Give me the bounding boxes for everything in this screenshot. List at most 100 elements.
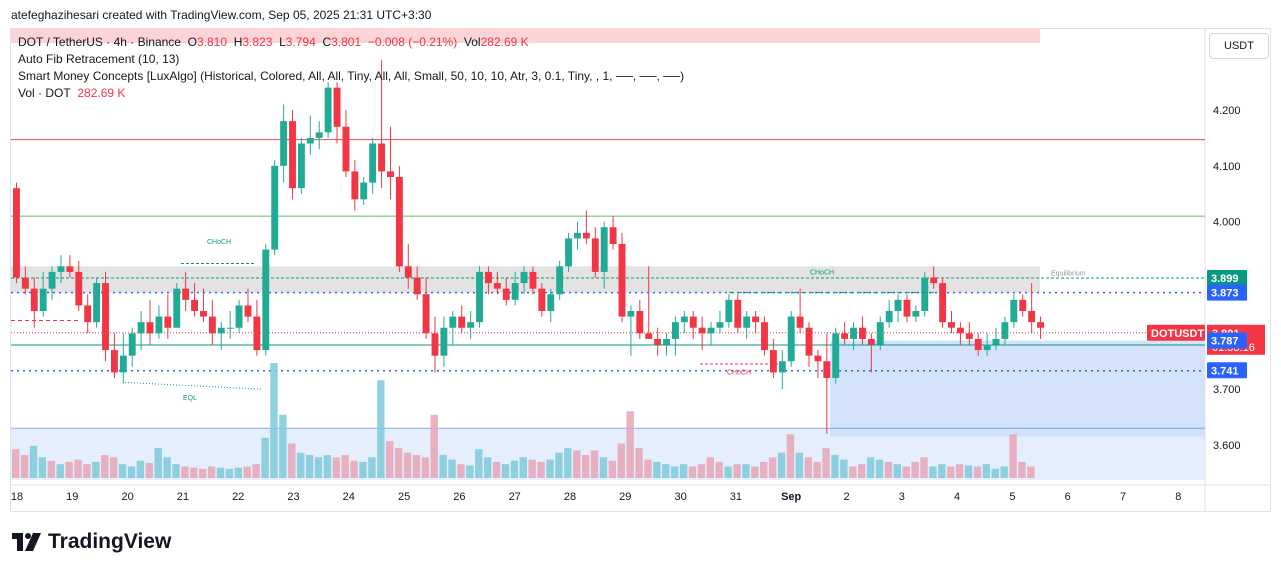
volume-bar — [715, 461, 723, 478]
candle-body — [894, 299, 902, 311]
volume-bar — [92, 461, 100, 478]
volume-bar — [109, 457, 118, 478]
candle-body — [413, 277, 421, 295]
x-tick-label: 6 — [1065, 491, 1071, 503]
candle-body — [458, 316, 466, 328]
credit-line: atefeghazihesari created with TradingVie… — [11, 8, 432, 22]
volume-bar — [1000, 466, 1008, 478]
volume-bar — [368, 457, 376, 478]
low-label: L — [279, 35, 286, 49]
candle-body — [110, 350, 118, 373]
candle-body — [707, 327, 715, 334]
x-tick-label: 29 — [619, 491, 631, 503]
candle-body — [84, 305, 92, 323]
volume-bar — [29, 445, 38, 478]
candle-body — [297, 143, 305, 189]
indicator-fib[interactable]: Auto Fib Retracement (10, 13) — [18, 52, 180, 66]
volume-bar — [332, 457, 340, 478]
candle-body — [520, 271, 528, 284]
candle-body — [1028, 311, 1036, 323]
candle-body — [217, 327, 225, 334]
x-tick-label: 27 — [509, 491, 521, 503]
volume-bar — [768, 457, 777, 478]
candle-body — [449, 316, 457, 328]
volume-bar — [920, 457, 928, 478]
candle-body — [529, 271, 537, 289]
candle-body — [342, 126, 350, 172]
candle-body — [814, 355, 822, 362]
candle-body — [146, 322, 154, 334]
volume-bar — [270, 363, 278, 478]
symbol-row[interactable]: DOT / TetherUS · 4h · Binance O3.810 H3.… — [18, 34, 684, 51]
low-value: 3.794 — [285, 35, 316, 49]
currency-button[interactable]: USDT — [1209, 33, 1269, 59]
candle-body — [565, 238, 573, 267]
price-label-3873-box — [1207, 284, 1247, 301]
candle-body — [155, 316, 163, 334]
candle-body — [948, 322, 955, 328]
volume-bar — [181, 466, 189, 478]
tradingview-logo-icon — [12, 533, 41, 551]
volume-bar — [38, 457, 47, 478]
candle-body — [876, 322, 884, 345]
volume-bar — [670, 466, 679, 478]
volume-bar — [590, 450, 599, 478]
candle-body — [538, 288, 546, 311]
change-value: −0.008 (−0.21%) — [367, 35, 458, 49]
volume-bar — [279, 414, 287, 478]
candle-body — [965, 333, 973, 339]
indicator-volume[interactable]: Vol · DOT 282.69 K — [18, 85, 684, 102]
volume-bar — [644, 459, 652, 478]
volume-bar — [492, 461, 501, 478]
y-tick-label: 4.100 — [1213, 161, 1241, 173]
x-tick-label: 24 — [343, 491, 355, 503]
candle-body — [502, 288, 510, 300]
volume-bar — [573, 450, 581, 478]
volume-bar — [403, 452, 412, 478]
volume-bar — [243, 466, 251, 478]
candle-body — [974, 338, 982, 351]
volume-bar — [163, 457, 171, 478]
close-value: 3.801 — [331, 35, 362, 49]
candle-body — [867, 338, 875, 345]
candle-body — [858, 327, 866, 339]
volume-bar — [296, 452, 305, 478]
volume-bar — [519, 457, 527, 478]
volume-bar — [911, 461, 919, 478]
volume-bar — [608, 460, 617, 478]
candle-body — [1019, 299, 1027, 311]
high-value: 3.823 — [242, 35, 273, 49]
price-label-3899: 3.899 — [1211, 273, 1239, 285]
candle-body — [885, 311, 893, 323]
demand-zone — [830, 340, 1205, 437]
x-tick-label: 30 — [674, 491, 686, 503]
candle-body — [289, 121, 296, 189]
candle-body — [30, 288, 38, 311]
candle-body — [333, 87, 341, 127]
volume-bar — [795, 452, 804, 478]
candle-body — [440, 327, 448, 356]
tradingview-logo[interactable]: TradingView — [12, 530, 171, 554]
volume-bar — [47, 460, 56, 478]
candle-body — [805, 327, 813, 356]
candle-body — [582, 232, 590, 239]
candle-body — [645, 333, 653, 339]
indicator-smc[interactable]: Smart Money Concepts [LuxAlgo] (Historic… — [18, 69, 685, 83]
candle-body — [235, 305, 243, 328]
x-tick-label: 26 — [453, 491, 465, 503]
volume-bar — [501, 464, 510, 478]
candle-body — [244, 305, 252, 317]
candle-body — [841, 333, 849, 339]
candle-body — [663, 338, 670, 345]
high-label: H — [233, 35, 243, 49]
volume-bar — [964, 465, 973, 478]
candle-body — [556, 266, 564, 295]
volume-bar — [813, 461, 821, 478]
candle-body — [725, 299, 733, 323]
volume-bar — [314, 457, 323, 478]
candle-body — [102, 283, 109, 351]
volume-bar — [804, 457, 812, 478]
symbol-name[interactable]: DOT / TetherUS · 4h · Binance — [18, 35, 181, 49]
volume-bar — [777, 452, 786, 478]
